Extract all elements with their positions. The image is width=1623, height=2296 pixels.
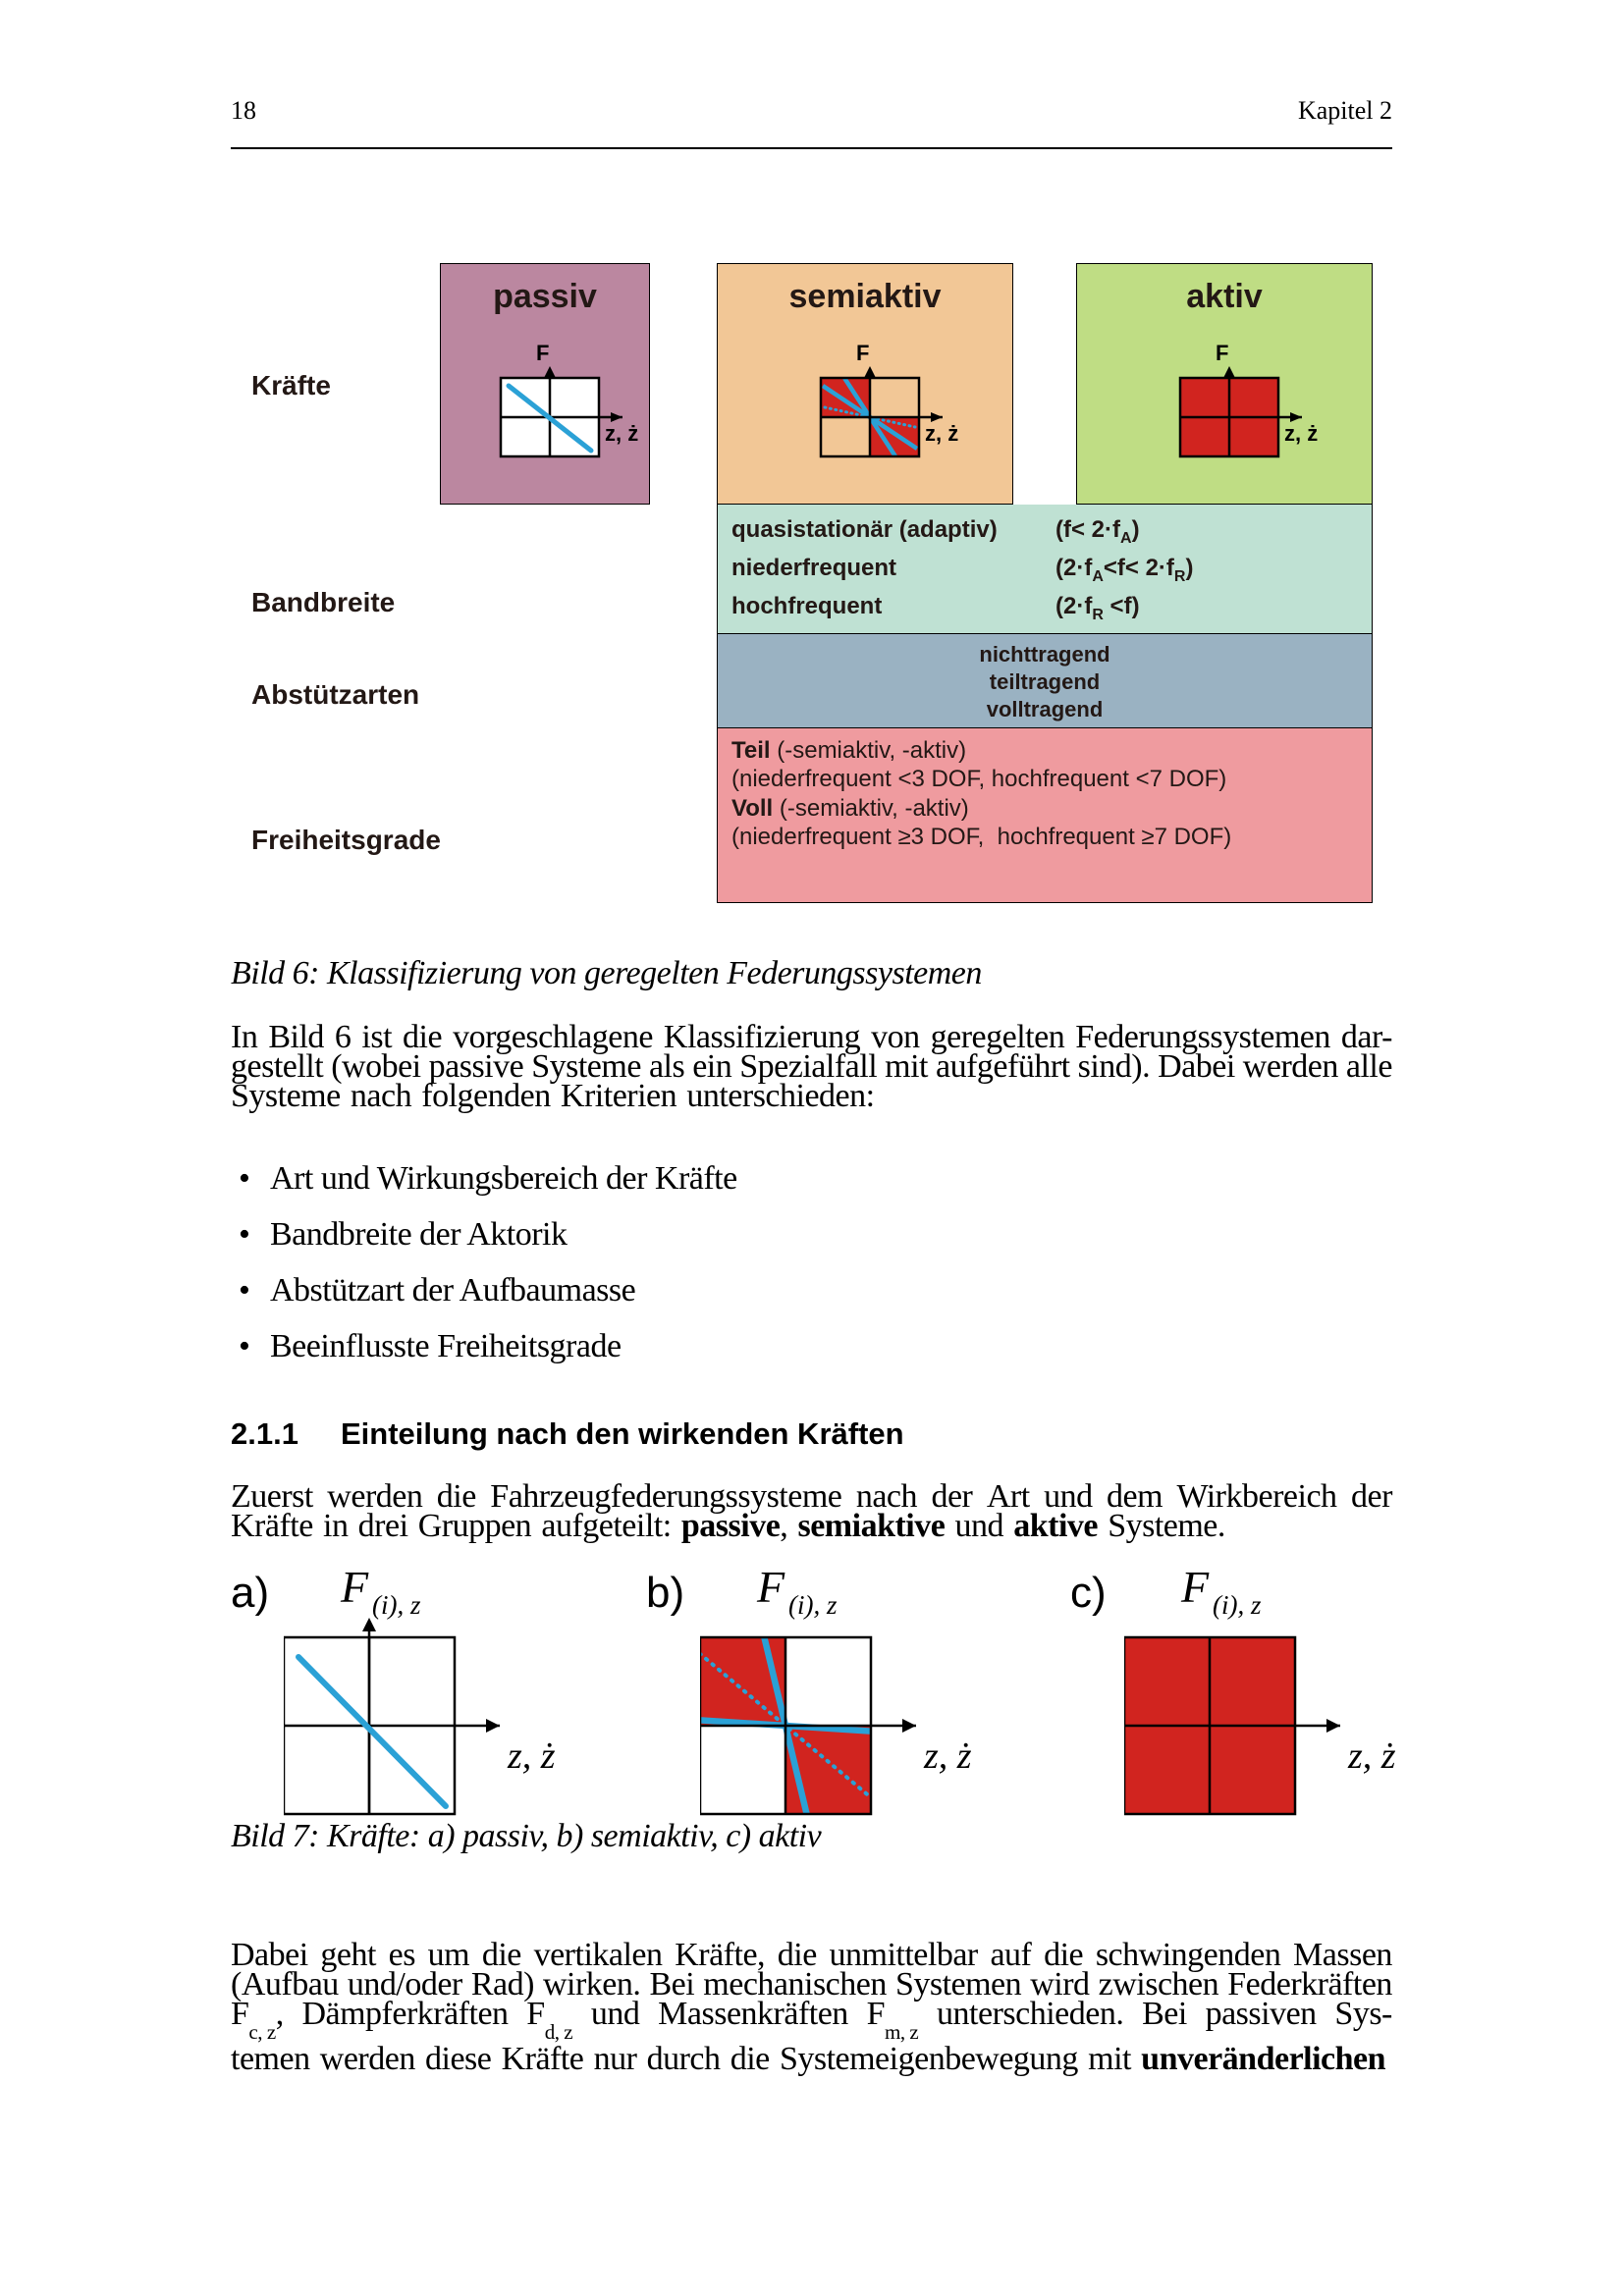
svg-text:F: F (856, 341, 869, 365)
svg-text:F: F (756, 1569, 785, 1612)
svg-text:z, ż: z, ż (925, 421, 958, 446)
svg-text:z, ż: z, ż (507, 1735, 556, 1777)
svg-text:z, ż: z, ż (605, 421, 638, 446)
svg-text:F: F (340, 1569, 369, 1612)
svg-text:(i), z: (i), z (788, 1590, 838, 1620)
svg-text:(i), z: (i), z (1213, 1590, 1262, 1620)
svg-text:z, ż: z, ż (923, 1735, 972, 1777)
svg-text:F: F (1216, 341, 1228, 365)
svg-text:z, ż: z, ż (1284, 421, 1318, 446)
svg-text:F: F (536, 341, 549, 365)
svg-text:z, ż: z, ż (1347, 1735, 1396, 1777)
svg-text:F: F (1180, 1569, 1210, 1612)
svg-text:(i), z: (i), z (372, 1590, 421, 1620)
